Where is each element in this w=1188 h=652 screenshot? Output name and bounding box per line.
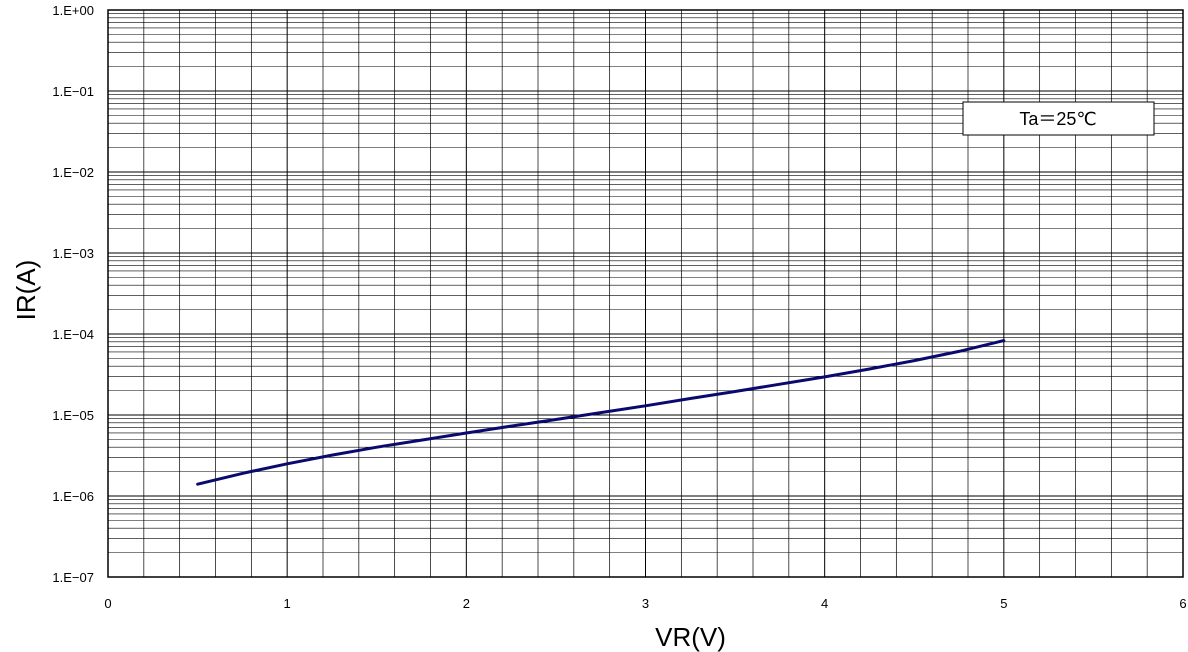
y-tick-labels: 1.E−07 1.E−06 1.E−05 1.E−04 1.E−03 1.E−02 1.E−… bbox=[52, 3, 94, 585]
x-tick-label: 5 bbox=[1000, 596, 1007, 611]
series-line bbox=[196, 339, 1006, 486]
plot-frame bbox=[107, 9, 1184, 578]
annotation-box: Ta＝25℃ bbox=[962, 101, 1155, 136]
major-grid bbox=[108, 9, 1183, 577]
y-tick-label: 1.E−02 bbox=[52, 165, 94, 180]
x-tick-labels: 0 1 2 3 4 5 6 bbox=[104, 596, 1186, 611]
series-layer bbox=[196, 339, 1006, 486]
x-tick-label: 4 bbox=[821, 596, 828, 611]
y-axis-label: IR(A) bbox=[11, 260, 41, 321]
x-tick-label: 2 bbox=[463, 596, 470, 611]
y-tick-label: 1.E−03 bbox=[52, 246, 94, 261]
y-tick-label: 1.E+00 bbox=[52, 3, 94, 18]
annotation-text: Ta＝25℃ bbox=[1019, 109, 1096, 129]
y-tick-label: 1.E−01 bbox=[52, 84, 94, 99]
y-tick-label: 1.E−06 bbox=[52, 489, 94, 504]
y-tick-label: 1.E−05 bbox=[52, 408, 94, 423]
x-tick-label: 0 bbox=[104, 596, 111, 611]
x-axis-label: VR(V) bbox=[655, 622, 726, 652]
y-tick-label: 1.E−04 bbox=[52, 327, 94, 342]
x-tick-label: 3 bbox=[642, 596, 649, 611]
x-tick-label: 1 bbox=[284, 596, 291, 611]
y-tick-label: 1.E−07 bbox=[52, 570, 94, 585]
x-tick-label: 6 bbox=[1179, 596, 1186, 611]
